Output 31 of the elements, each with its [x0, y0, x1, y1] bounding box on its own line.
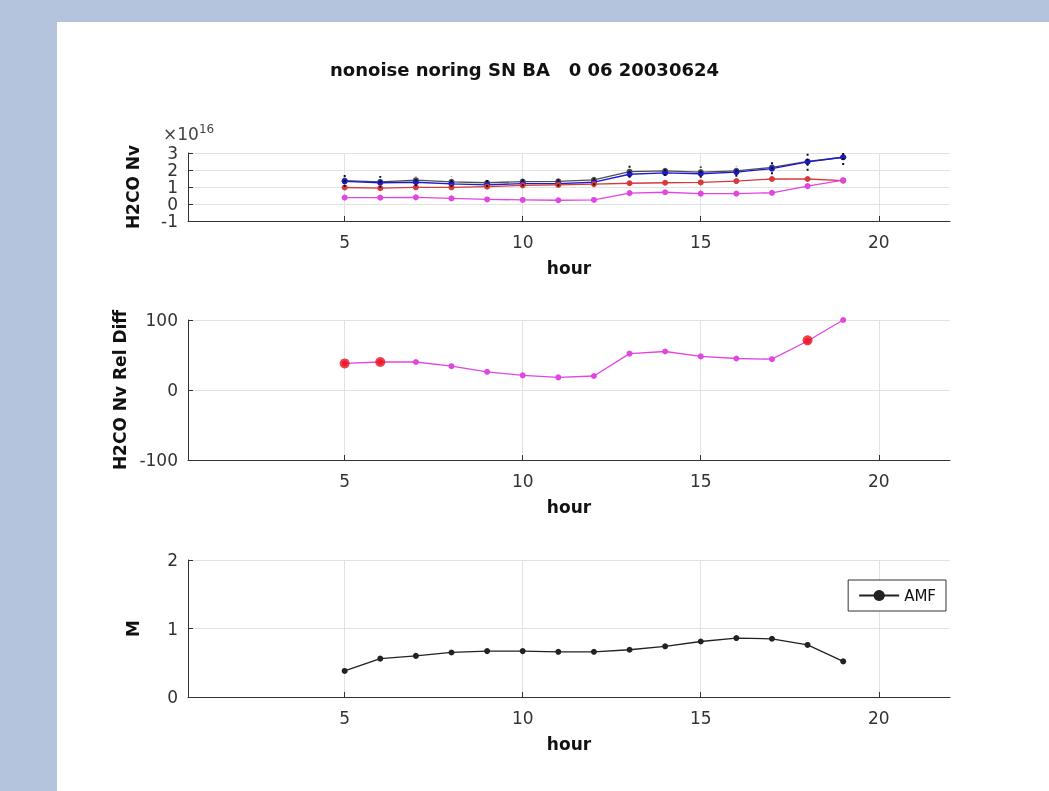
- x-tick-label: 5: [339, 707, 351, 728]
- y-axis-title: H2CO Nv Rel Diff: [110, 309, 131, 471]
- y-tick-label: 1: [167, 618, 178, 639]
- x-axis-title: hour: [546, 496, 592, 517]
- x-tick-label: 15: [689, 470, 712, 491]
- x-tick-label: 10: [511, 470, 534, 491]
- y-tick-label: 0: [167, 194, 178, 214]
- y-tick-label: 0: [167, 380, 178, 400]
- y-tick-label: -100: [139, 450, 178, 470]
- x-axis-title: hour: [546, 733, 592, 754]
- y-tick-label: 0: [167, 687, 178, 707]
- y-tick-label: -1: [161, 211, 178, 231]
- x-tick-label: 5: [339, 231, 351, 252]
- x-tick-label: 10: [511, 231, 534, 252]
- x-tick-label: 20: [867, 470, 890, 491]
- x-tick-label: 10: [511, 707, 534, 728]
- x-tick-label: 5: [339, 470, 351, 491]
- y-tick-label: 3: [167, 143, 178, 163]
- x-axis-title: hour: [546, 257, 592, 278]
- x-tick-label: 15: [689, 231, 712, 252]
- x-tick-label: 15: [689, 707, 712, 728]
- y-tick-label: 1: [167, 177, 178, 197]
- y-tick-label: 2: [167, 160, 178, 180]
- y-axis-title: M: [122, 620, 143, 637]
- y-axis-title: H2CO Nv: [122, 144, 143, 230]
- chart-title: nonoise noring SN BA 0 06 20030624: [330, 58, 719, 80]
- y-tick-label: 2: [167, 550, 178, 570]
- y-tick-label: 100: [145, 310, 178, 330]
- x-tick-label: 20: [867, 231, 890, 252]
- legend-label: AMF: [904, 586, 937, 605]
- x-tick-label: 20: [867, 707, 890, 728]
